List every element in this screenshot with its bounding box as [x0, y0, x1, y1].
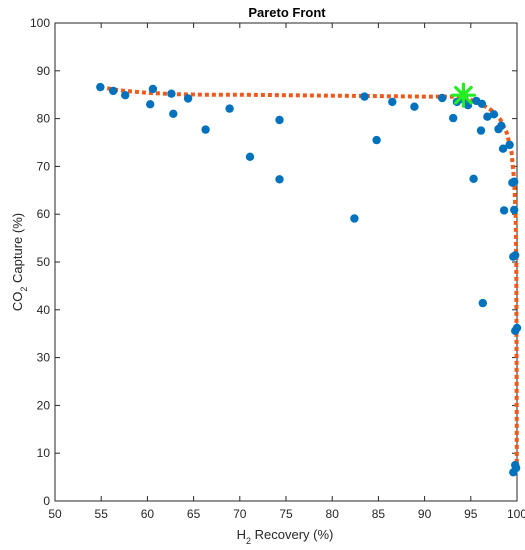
data-point	[477, 99, 487, 109]
data-point	[146, 100, 155, 109]
y-tick-label: 60	[37, 207, 51, 221]
data-point	[476, 126, 486, 135]
x-tick-label: 90	[418, 507, 432, 521]
data-point	[245, 152, 255, 161]
x-axis-ticks: 50 55 60 65 70 75 80 85 90 95 100	[48, 23, 525, 521]
data-point	[183, 94, 193, 103]
y-tick-label: 100	[30, 16, 50, 30]
data-point	[360, 92, 369, 101]
y-axis-title-subscript: 2	[19, 287, 29, 292]
data-point	[410, 102, 419, 111]
y-tick-label: 50	[37, 255, 51, 269]
x-tick-label: 60	[141, 507, 155, 521]
data-point	[201, 125, 210, 134]
data-point	[509, 468, 518, 477]
y-tick-label: 0	[43, 494, 50, 508]
x-tick-label: 70	[233, 507, 247, 521]
data-point	[512, 323, 522, 333]
chart-title: Pareto Front	[248, 5, 326, 20]
data-point	[510, 177, 519, 186]
y-axis-title-rest: Capture (%)	[10, 213, 25, 287]
x-tick-label: 95	[464, 507, 478, 521]
y-tick-label: 10	[37, 446, 51, 460]
data-point	[372, 135, 381, 145]
x-axis-title: H2 Recovery (%)	[237, 527, 334, 546]
plot-box	[54, 22, 518, 502]
data-point	[497, 121, 506, 130]
data-point	[478, 298, 487, 308]
y-axis-title-main: CO	[10, 292, 25, 312]
data-point	[350, 214, 359, 223]
data-point	[510, 205, 519, 215]
data-point	[225, 104, 234, 113]
data-point	[489, 110, 499, 119]
selected-point-asterisk	[450, 82, 477, 108]
data-point	[505, 140, 514, 150]
data-point	[121, 91, 130, 100]
data-point	[148, 84, 158, 94]
data-point	[275, 175, 284, 184]
x-tick-label: 85	[372, 507, 386, 521]
x-tick-label: 65	[187, 507, 201, 521]
x-tick-label: 100	[507, 507, 525, 521]
y-tick-label: 70	[37, 159, 51, 173]
plot-area	[54, 22, 518, 502]
data-point	[499, 206, 509, 215]
data-point	[96, 82, 105, 92]
data-point	[167, 89, 176, 98]
data-point	[275, 115, 284, 125]
data-point	[469, 174, 478, 183]
data-point	[109, 86, 118, 96]
data-point	[388, 97, 397, 107]
y-tick-label: 80	[37, 112, 51, 126]
x-tick-label: 55	[95, 507, 109, 521]
x-tick-label: 50	[48, 507, 62, 521]
x-axis-title-main: H	[237, 527, 246, 542]
x-axis-title-rest: Recovery (%)	[251, 527, 333, 542]
y-tick-label: 40	[37, 303, 51, 317]
y-axis-title: CO2 Capture (%)	[10, 213, 29, 311]
selected-point-marker	[450, 82, 477, 108]
x-axis-title-subscript: 2	[246, 536, 251, 546]
x-tick-label: 75	[279, 507, 293, 521]
x-tick-label: 80	[326, 507, 340, 521]
data-point	[449, 113, 458, 123]
data-point	[169, 109, 178, 119]
y-tick-label: 20	[37, 398, 51, 412]
data-point	[438, 93, 447, 103]
y-axis-ticks: 0 10 20 30 40 50 60 70 80 90 100	[30, 16, 517, 508]
data-point	[509, 252, 518, 261]
y-tick-label: 30	[37, 351, 51, 365]
data-point	[483, 112, 492, 121]
data-point	[498, 144, 508, 153]
y-tick-label: 90	[37, 64, 51, 78]
